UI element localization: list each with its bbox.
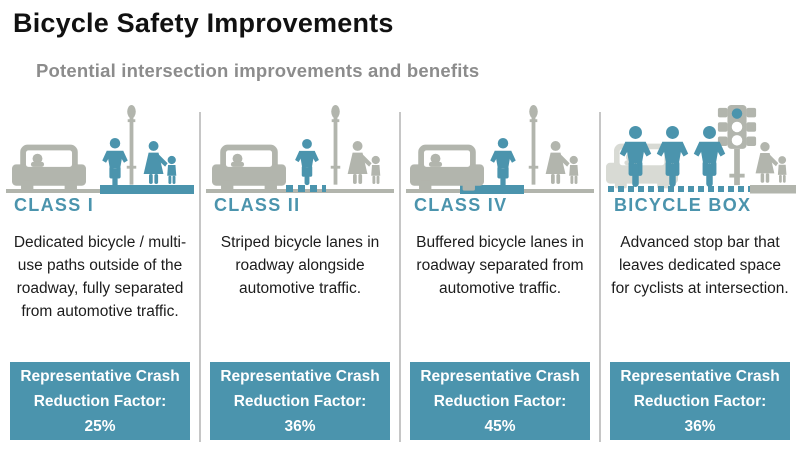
car-icon [12,144,86,191]
crash-box-line1: Representative Crash [420,367,580,385]
pedestrians-icon [347,141,381,184]
crash-box-line2: Reduction Factor: [433,392,567,410]
traffic-light-icon [717,105,757,186]
class-description: Dedicated bicycle / multi-use paths outs… [13,234,187,320]
crash-box-line1: Representative Crash [620,367,780,385]
street-lamp-icon [126,105,137,185]
street-lamp-icon [330,105,341,185]
class-label: BICYCLE BOX [614,195,752,215]
column-bicycle-box: BICYCLE BOX Advanced stop bar that leave… [600,103,800,450]
crash-box-line1: Representative Crash [20,367,180,385]
bicycle-box-illustration [606,105,796,194]
page-title: Bicycle Safety Improvements [13,8,394,38]
class-4-illustration [406,105,594,194]
cyclist-icon [295,139,319,186]
pedestrians-icon [755,142,787,183]
crash-box-value: 25% [84,417,116,435]
bike-path-bar [100,185,194,194]
crash-box-value: 45% [484,417,516,435]
pedestrians-icon [143,141,177,184]
crash-reduction-box: Representative Crash Reduction Factor: 3… [210,362,390,440]
crash-reduction-box: Representative Crash Reduction Factor: 4… [410,362,590,440]
class-description: Buffered bicycle lanes in roadway separa… [416,234,584,297]
car-icon [212,144,286,191]
column-divider [399,112,401,442]
crash-reduction-box: Representative Crash Reduction Factor: 2… [10,362,190,440]
crash-box-line2: Reduction Factor: [33,392,167,410]
buffered-bike-lane [460,185,524,194]
column-divider [599,112,601,442]
column-class-1: CLASS I Dedicated bicycle / multi-use pa… [0,103,200,450]
class-label: CLASS II [214,195,301,215]
class-1-illustration [6,105,194,194]
cyclist-icon [102,138,128,188]
column-divider [199,112,201,442]
class-description: Striped bicycle lanes in roadway alongsi… [220,234,380,297]
crash-box-line2: Reduction Factor: [233,392,367,410]
crash-box-line2: Reduction Factor: [633,392,767,410]
class-description: Advanced stop bar that leaves dedicated … [611,234,789,297]
cyclist-icon [490,138,516,188]
street-lamp-icon [528,105,539,185]
class-label: CLASS IV [414,195,508,215]
crash-reduction-box: Representative Crash Reduction Factor: 3… [610,362,790,440]
columns-container: CLASS I Dedicated bicycle / multi-use pa… [0,103,800,450]
car-icon [410,144,484,191]
class-label: CLASS I [14,195,95,215]
pedestrians-icon [545,141,579,184]
column-class-2: CLASS II Striped bicycle lanes in roadwa… [200,103,400,450]
crash-box-value: 36% [284,417,316,435]
page-subtitle: Potential intersection improvements and … [36,60,480,81]
column-class-4: CLASS IV Buffered bicycle lanes in roadw… [400,103,600,450]
crash-box-value: 36% [684,417,716,435]
crash-box-line1: Representative Crash [220,367,380,385]
cyclist-icon [693,126,726,187]
roadway-line [750,185,796,194]
class-2-illustration [206,105,394,193]
roadway-line [6,189,104,193]
